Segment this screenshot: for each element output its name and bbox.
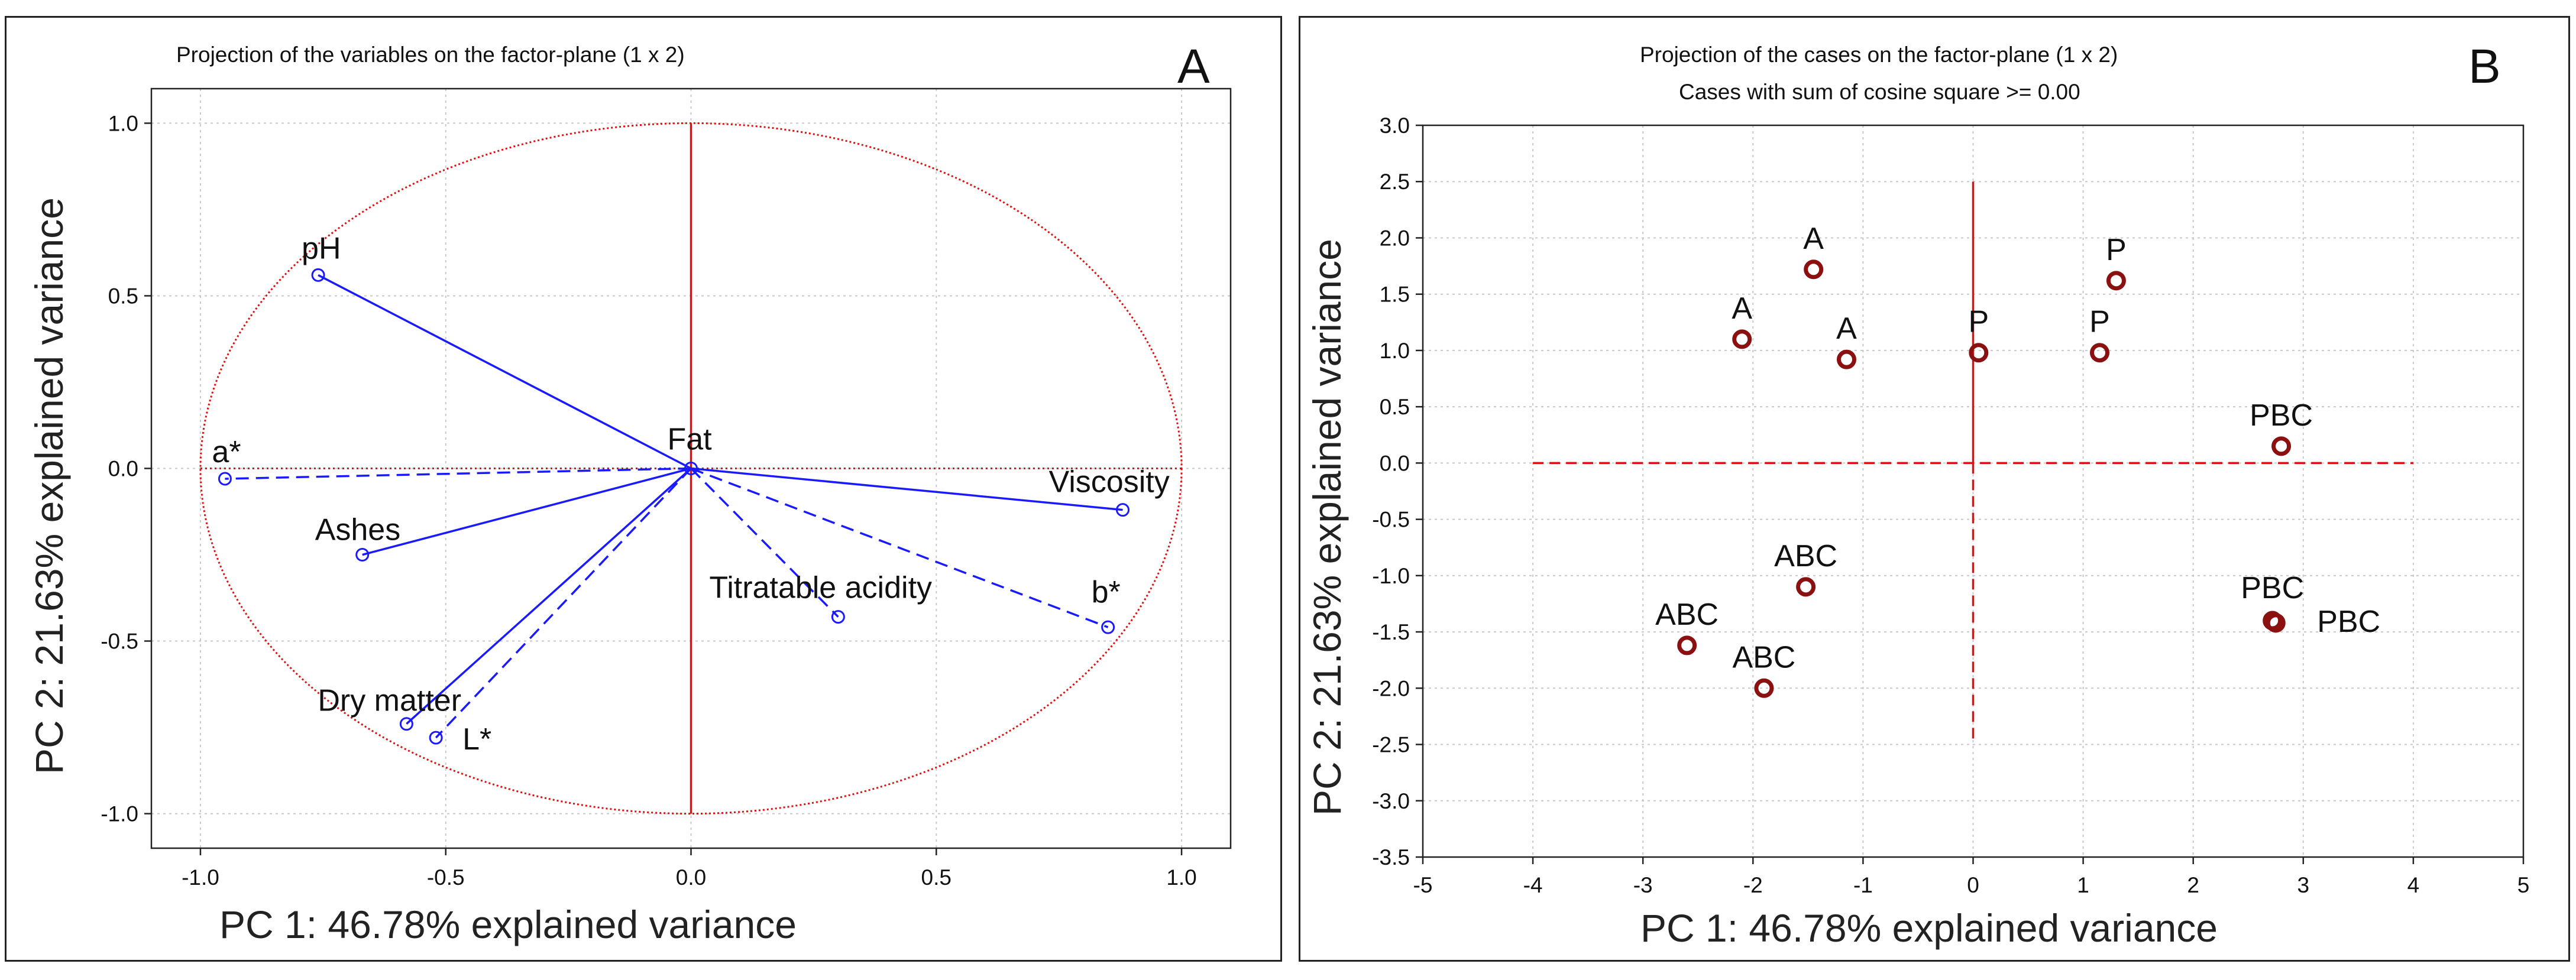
case-point-5 <box>2106 271 2126 291</box>
case-label-0: A <box>1803 222 1824 256</box>
case-point-0 <box>1804 259 1824 280</box>
y-tick-label: 1.0 <box>1380 339 1410 363</box>
vector-line-6 <box>690 467 1109 628</box>
x-tick-label: 0.0 <box>676 865 706 890</box>
chart-title-b: Projection of the cases on the factor-pl… <box>1640 43 2118 67</box>
x-tick-label: -0.5 <box>427 865 465 890</box>
variable-label-4: Ashes <box>315 513 401 547</box>
case-point-11 <box>1754 678 1774 698</box>
case-label-11: ABC <box>1732 640 1795 674</box>
y-tick-label: 0.5 <box>1380 395 1410 419</box>
y-tick-label: 1.0 <box>108 111 138 135</box>
y-tick-label: 1.5 <box>1380 283 1410 307</box>
y-tick-label: 0.0 <box>1380 451 1410 475</box>
case-label-9: ABC <box>1774 539 1837 573</box>
case-label-7: PBC <box>2241 571 2304 605</box>
vector-line-8 <box>435 468 692 739</box>
y-tick-label: 0.5 <box>108 284 138 308</box>
x-tick-label: 4 <box>2407 873 2420 897</box>
variable-label-2: Fat <box>668 423 713 457</box>
case-label-10: ABC <box>1655 598 1719 632</box>
case-point-4 <box>2090 343 2110 363</box>
chart-subtitle-b: Cases with sum of cosine square >= 0.00 <box>1679 80 2080 104</box>
case-label-5: P <box>2106 233 2127 267</box>
y-tick-label: 3.0 <box>1380 113 1410 138</box>
cases-chart: B Projection of the cases on the factor-… <box>1305 40 2530 950</box>
case-point-9 <box>1796 577 1816 597</box>
variable-label-3: Viscosity <box>1049 465 1170 499</box>
vector-line-7 <box>406 468 692 725</box>
case-label-8: PBC <box>2317 605 2380 639</box>
case-point-2 <box>1836 349 1856 369</box>
x-tick-label: -2 <box>1743 873 1763 897</box>
vector-line-1 <box>225 467 691 480</box>
x-tick-label: 0 <box>1967 873 1979 897</box>
case-label-4: P <box>2089 305 2110 339</box>
case-point-6 <box>2271 436 2292 456</box>
case-point-8 <box>2266 613 2286 633</box>
vector-line-4 <box>362 467 691 556</box>
x-axis-label-a: PC 1: 46.78% explained variance <box>219 903 797 946</box>
case-point-1 <box>1732 329 1752 349</box>
variables-chart: A Projection of the variables on the fac… <box>27 40 1232 946</box>
case-label-1: A <box>1732 291 1752 326</box>
variable-point-0 <box>311 268 325 282</box>
y-tick-label: -2.0 <box>1372 676 1410 700</box>
case-point-3 <box>1969 343 1989 363</box>
y-tick-label: -1.5 <box>1372 620 1410 644</box>
variable-label-0: pH <box>302 231 341 265</box>
variable-label-5: Titratable acidity <box>709 571 932 605</box>
variable-label-1: a* <box>212 435 241 469</box>
x-tick-label: -4 <box>1523 873 1543 897</box>
variable-label-7: Dry matter <box>318 684 461 718</box>
x-tick-label: 0.5 <box>921 865 952 890</box>
y-tick-label: -3.5 <box>1372 845 1410 869</box>
y-axis-label-b: PC 2: 21.63% explained variance <box>1305 239 1349 816</box>
y-tick-label: -0.5 <box>101 629 138 654</box>
panel-b: B Projection of the cases on the factor-… <box>1299 16 2570 962</box>
panel-letter-a: A <box>1177 40 1210 93</box>
variable-point-6 <box>1101 620 1115 634</box>
y-tick-label: 2.0 <box>1380 226 1410 250</box>
y-tick-label: -3.0 <box>1372 789 1410 813</box>
y-axis-label-a: PC 2: 21.63% explained variance <box>27 197 71 774</box>
variable-point-7 <box>399 717 413 731</box>
variable-point-5 <box>831 610 845 624</box>
x-tick-label: -5 <box>1413 873 1433 897</box>
y-tick-label: 2.5 <box>1380 170 1410 194</box>
y-tick-label: -2.5 <box>1372 733 1410 757</box>
x-tick-label: 1.0 <box>1166 865 1196 890</box>
variable-point-1 <box>218 472 232 486</box>
y-tick-label: -0.5 <box>1372 508 1410 532</box>
variable-point-4 <box>355 548 370 562</box>
y-tick-label: -1.0 <box>1372 564 1410 588</box>
vector-line-3 <box>691 467 1123 511</box>
variable-label-6: b* <box>1092 575 1121 609</box>
y-tick-label: -1.0 <box>101 802 138 826</box>
chart-title-a: Projection of the variables on the facto… <box>176 43 685 67</box>
x-tick-label: -3 <box>1633 873 1653 897</box>
variable-point-3 <box>1116 503 1130 517</box>
x-tick-label: 5 <box>2517 873 2530 897</box>
y-tick-label: 0.0 <box>108 457 138 481</box>
vector-line-5 <box>690 468 839 618</box>
x-tick-label: -1.0 <box>182 865 219 890</box>
variable-point-8 <box>429 731 443 745</box>
case-label-2: A <box>1836 311 1857 346</box>
x-tick-label: 1 <box>2077 873 2089 897</box>
case-label-6: PBC <box>2250 398 2313 433</box>
panel-a: A Projection of the variables on the fac… <box>5 16 1282 962</box>
case-label-3: P <box>1968 305 1989 339</box>
vector-line-0 <box>318 274 692 470</box>
x-tick-label: -1 <box>1853 873 1873 897</box>
panel-letter-b: B <box>2468 40 2501 93</box>
x-tick-label: 3 <box>2297 873 2310 897</box>
x-axis-label-b: PC 1: 46.78% explained variance <box>1640 906 2218 950</box>
variable-label-8: L* <box>462 722 491 757</box>
x-tick-label: 2 <box>2187 873 2199 897</box>
case-point-10 <box>1677 635 1697 656</box>
